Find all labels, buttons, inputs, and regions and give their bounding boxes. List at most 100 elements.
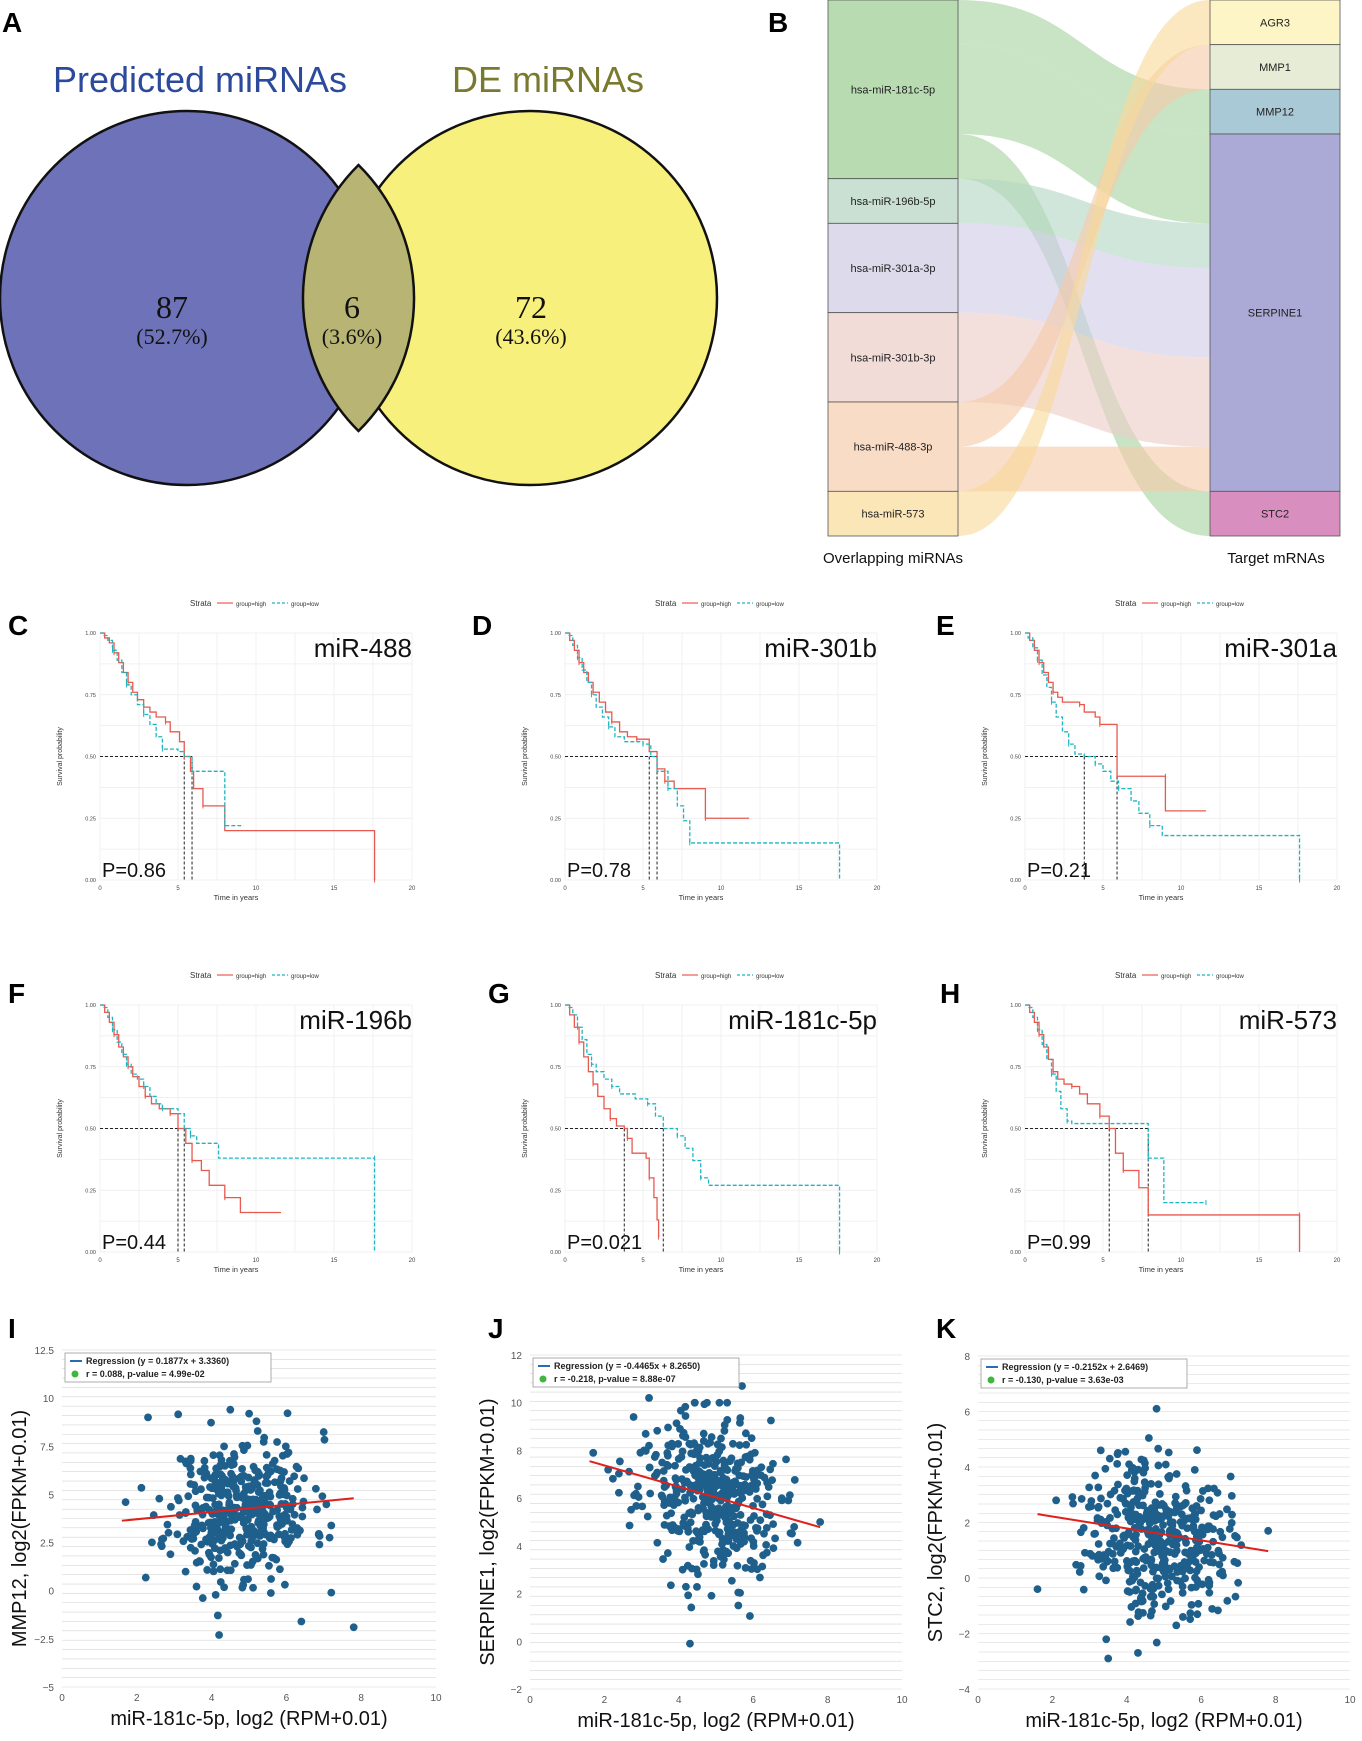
- km-y-axis-label: Survival probability: [522, 727, 529, 786]
- scatter-point: [1087, 1497, 1096, 1505]
- scatter-ytick-label: −5: [43, 1683, 55, 1694]
- scatter-point: [713, 1440, 722, 1449]
- km-ytick-label: 0.00: [85, 1250, 96, 1256]
- scatter-point: [273, 1523, 282, 1531]
- scatter-ytick-label: −4: [959, 1685, 971, 1696]
- km-ytick-label: 0.75: [85, 693, 96, 699]
- scatter-point: [694, 1570, 702, 1579]
- panel-label-h: H: [940, 978, 960, 1009]
- scatter-point: [747, 1565, 756, 1573]
- km-legend-label-high: group=high: [701, 602, 731, 608]
- scatter-point: [702, 1521, 710, 1530]
- scatter-point: [1097, 1494, 1105, 1503]
- scatter-point: [735, 1481, 743, 1490]
- scatter-point: [1188, 1504, 1197, 1513]
- km-xtick-label: 15: [331, 886, 338, 892]
- scatter-point: [1178, 1588, 1187, 1597]
- km-legend-title: Strata: [1115, 971, 1137, 980]
- scatter-point: [664, 1423, 672, 1432]
- scatter-point: [1114, 1480, 1122, 1489]
- sankey-node-label: AGR3: [1260, 17, 1290, 29]
- venn-title-de: DE miRNAs: [452, 59, 644, 100]
- scatter-point: [790, 1522, 799, 1531]
- km-ytick-label: 1.00: [1010, 631, 1021, 637]
- scatter-point: [782, 1455, 790, 1464]
- scatter-point: [672, 1475, 681, 1484]
- venn-diagram: Predicted miRNAs DE miRNAs 87 (52.7%) 6 …: [0, 59, 719, 487]
- scatter-panel-k: 0 2 4 6 8 10 −4 −2 0 2 4 6 8 miR-181c-5p, log2 (RPM+0…: [925, 1352, 1356, 1732]
- km-legend-title: Strata: [655, 971, 677, 980]
- km-pvalue: P=0.44: [102, 1232, 166, 1254]
- km-xtick-label: 15: [1256, 1258, 1263, 1264]
- scatter-point: [1154, 1461, 1163, 1470]
- km-ytick-label: 1.00: [85, 1003, 96, 1009]
- scatter-point: [664, 1461, 673, 1470]
- km-xtick-label: 0: [98, 886, 102, 892]
- scatter-point: [1160, 1556, 1168, 1565]
- scatter-point: [686, 1639, 694, 1648]
- scatter-point: [716, 1478, 725, 1487]
- scatter-point: [1215, 1560, 1224, 1569]
- scatter-point: [265, 1561, 273, 1570]
- scatter-point: [254, 1488, 263, 1496]
- km-xtick-label: 5: [641, 886, 645, 892]
- scatter-point: [756, 1516, 765, 1525]
- scatter-point: [206, 1524, 215, 1533]
- sankey-node-label: MMP1: [1259, 62, 1291, 74]
- scatter-point: [1154, 1581, 1163, 1590]
- scatter-xtick-label: 2: [1050, 1695, 1056, 1706]
- km-xtick-label: 5: [1101, 1258, 1105, 1264]
- scatter-point: [689, 1494, 698, 1503]
- scatter-point: [1134, 1542, 1143, 1550]
- scatter-point: [696, 1454, 704, 1462]
- scatter-point: [1198, 1487, 1207, 1495]
- scatter-point: [1192, 1567, 1201, 1576]
- scatter-point: [763, 1492, 772, 1501]
- km-legend-label-high: group=high: [701, 974, 731, 980]
- scatter-ytick-label: 5: [48, 1490, 54, 1501]
- scatter-point: [735, 1441, 744, 1450]
- scatter-point: [209, 1560, 218, 1569]
- scatter-point: [243, 1441, 252, 1450]
- scatter-point: [141, 1573, 150, 1582]
- scatter-point: [186, 1480, 195, 1488]
- scatter-xtick-label: 4: [209, 1693, 215, 1704]
- scatter-point: [1181, 1548, 1190, 1557]
- km-xtick-label: 5: [1101, 886, 1105, 892]
- scatter-point: [221, 1462, 229, 1470]
- scatter-point: [1108, 1550, 1117, 1558]
- sankey-node-hsa-mir-573: [827, 490, 959, 537]
- km-ytick-label: 0.25: [550, 816, 561, 822]
- km-title: miR-196b: [299, 1005, 412, 1035]
- scatter-xtick-label: 6: [1198, 1695, 1204, 1706]
- scatter-point: [1231, 1592, 1240, 1601]
- scatter-point: [720, 1555, 728, 1564]
- scatter-point: [1164, 1537, 1173, 1546]
- scatter-point: [163, 1520, 172, 1529]
- km-pvalue: P=0.99: [1027, 1232, 1091, 1254]
- scatter-point: [703, 1398, 711, 1407]
- scatter-point: [723, 1492, 732, 1501]
- scatter-point: [1086, 1549, 1095, 1558]
- venn-count-de: 72: [515, 289, 547, 325]
- km-xtick-label: 10: [1178, 886, 1185, 892]
- scatter-point: [762, 1524, 771, 1532]
- scatter-point: [734, 1601, 743, 1610]
- scatter-point: [1134, 1608, 1143, 1616]
- scatter-point: [1077, 1495, 1086, 1503]
- scatter-point: [238, 1537, 247, 1546]
- panel-label-i: I: [8, 1313, 16, 1344]
- km-xtick-label: 0: [1023, 1258, 1027, 1264]
- scatter-point: [1105, 1454, 1114, 1463]
- km-panel-g: Strata group=high group=low 0 5 10 15 20 0.00 0.2…: [522, 971, 881, 1274]
- scatter-ytick-label: 4: [516, 1542, 522, 1553]
- scatter-point: [687, 1603, 696, 1612]
- scatter-point: [747, 1450, 756, 1459]
- km-xtick-label: 15: [796, 1258, 803, 1264]
- scatter-point: [723, 1398, 732, 1407]
- scatter-point: [1163, 1579, 1172, 1588]
- scatter-point: [239, 1493, 248, 1502]
- km-ytick-label: 0.25: [85, 816, 96, 822]
- scatter-point: [215, 1631, 223, 1639]
- scatter-ytick-label: 6: [964, 1408, 970, 1419]
